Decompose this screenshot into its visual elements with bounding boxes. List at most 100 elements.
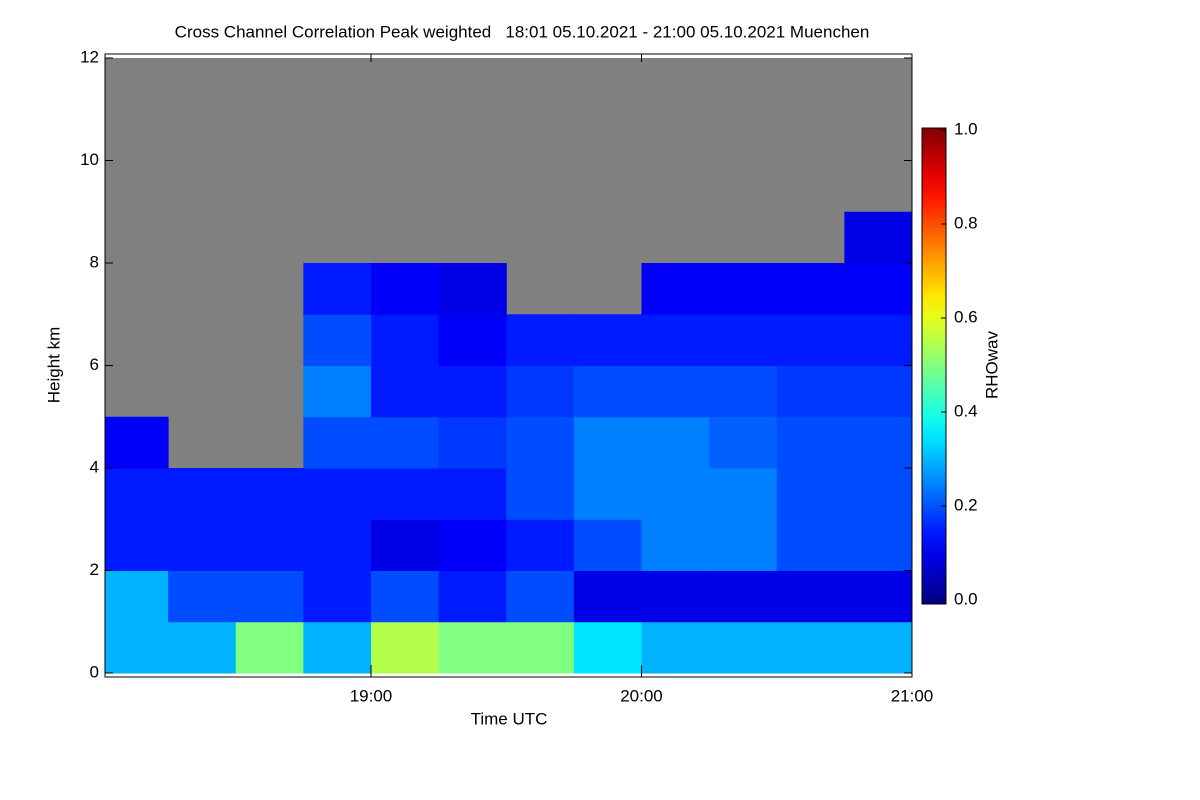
- colorbar-tick-label: 0.6: [954, 307, 978, 326]
- heat-cell: [506, 621, 575, 674]
- heat-cell: [303, 314, 372, 366]
- heat-cell: [105, 468, 169, 520]
- heat-cell: [303, 365, 372, 418]
- heat-cell: [709, 519, 778, 571]
- heat-cell: [235, 468, 304, 520]
- heat-cell: [844, 211, 913, 264]
- heat-cell: [573, 570, 642, 623]
- heat-cell: [709, 314, 778, 366]
- heat-cell: [438, 519, 507, 571]
- colorbar: [921, 127, 947, 605]
- heat-cell: [506, 468, 575, 520]
- heat-cell: [776, 468, 845, 520]
- heat-cell: [506, 314, 575, 366]
- heat-cell: [776, 416, 845, 469]
- heat-cell: [506, 416, 575, 469]
- heat-cell: [641, 314, 710, 366]
- colorbar-tick-label: 1.0: [954, 119, 978, 138]
- heat-cell: [573, 519, 642, 571]
- heat-cell: [573, 416, 642, 469]
- heat-cell: [844, 365, 913, 418]
- heat-cell: [641, 519, 710, 571]
- heat-cell: [506, 519, 575, 571]
- heat-cell: [370, 416, 440, 469]
- heat-cell: [370, 570, 440, 623]
- heat-cell: [776, 570, 845, 623]
- y-tick-label: 4: [90, 457, 99, 476]
- heat-cell: [709, 416, 778, 469]
- heat-cell: [438, 468, 507, 520]
- chart-title: Cross Channel Correlation Peak weighted …: [175, 22, 870, 41]
- heat-cell: [506, 365, 575, 418]
- y-tick-label: 2: [90, 560, 99, 579]
- heat-cell: [641, 468, 710, 520]
- heat-cell: [438, 314, 507, 366]
- heat-cell: [168, 519, 237, 571]
- heat-cell: [641, 365, 710, 418]
- heat-cell: [235, 519, 304, 571]
- heat-cell: [235, 621, 304, 674]
- y-tick-label: 8: [90, 252, 99, 271]
- heat-cell: [303, 468, 372, 520]
- heat-cell: [844, 468, 913, 520]
- heat-cell: [641, 416, 710, 469]
- heat-cell: [641, 263, 710, 315]
- heat-cell: [573, 365, 642, 418]
- heat-cell: [844, 314, 913, 366]
- heat-cell: [168, 621, 237, 674]
- heat-cell: [438, 365, 507, 418]
- heat-cell: [709, 263, 778, 315]
- heat-cell: [105, 416, 169, 469]
- colorbar-tick-label: 0.4: [954, 401, 978, 420]
- y-tick-label: 0: [90, 662, 99, 681]
- heat-cell: [844, 570, 913, 623]
- heat-cell: [370, 621, 440, 674]
- heat-cell: [303, 263, 372, 315]
- x-tick-label: 21:00: [891, 686, 934, 705]
- heat-cell: [235, 570, 304, 623]
- heat-cell: [776, 365, 845, 418]
- y-tick-label: 6: [90, 355, 99, 374]
- x-axis-label: Time UTC: [471, 709, 548, 728]
- heat-cell: [370, 468, 440, 520]
- colorbar-tick-label: 0.2: [954, 495, 978, 514]
- colorbar-tick-label: 0.0: [954, 589, 978, 608]
- y-tick-label: 12: [80, 47, 99, 66]
- colorbar-tick-label: 0.8: [954, 213, 978, 232]
- x-tick-label: 20:00: [620, 686, 663, 705]
- heat-cell: [709, 468, 778, 520]
- y-tick-label: 10: [80, 150, 99, 169]
- heat-cell: [303, 416, 372, 469]
- heat-cell: [844, 263, 913, 315]
- heat-cell: [776, 263, 845, 315]
- heat-cell: [641, 570, 710, 623]
- heat-cell: [105, 621, 169, 674]
- heat-cell: [573, 468, 642, 520]
- heat-cell: [506, 570, 575, 623]
- heat-cell: [370, 314, 440, 366]
- heat-cell: [370, 365, 440, 418]
- heat-cell: [438, 570, 507, 623]
- heat-cell: [573, 314, 642, 366]
- heat-cell: [844, 519, 913, 571]
- heat-cell: [438, 621, 507, 674]
- heat-cell: [776, 519, 845, 571]
- x-tick-label: 19:00: [350, 686, 393, 705]
- heat-cell: [573, 621, 642, 674]
- heat-cell: [776, 621, 845, 674]
- heat-cell: [105, 519, 169, 571]
- heat-cell: [709, 621, 778, 674]
- heat-cell: [844, 416, 913, 469]
- y-axis-label: Height km: [44, 327, 63, 404]
- colorbar-label: RHOwav: [982, 330, 1001, 399]
- heat-cell: [370, 263, 440, 315]
- heat-cell: [105, 570, 169, 623]
- heat-cell: [168, 570, 237, 623]
- heat-cell: [168, 468, 237, 520]
- heat-cell: [438, 263, 507, 315]
- heat-cell: [709, 365, 778, 418]
- heat-cell: [370, 519, 440, 571]
- heat-cell: [844, 621, 913, 674]
